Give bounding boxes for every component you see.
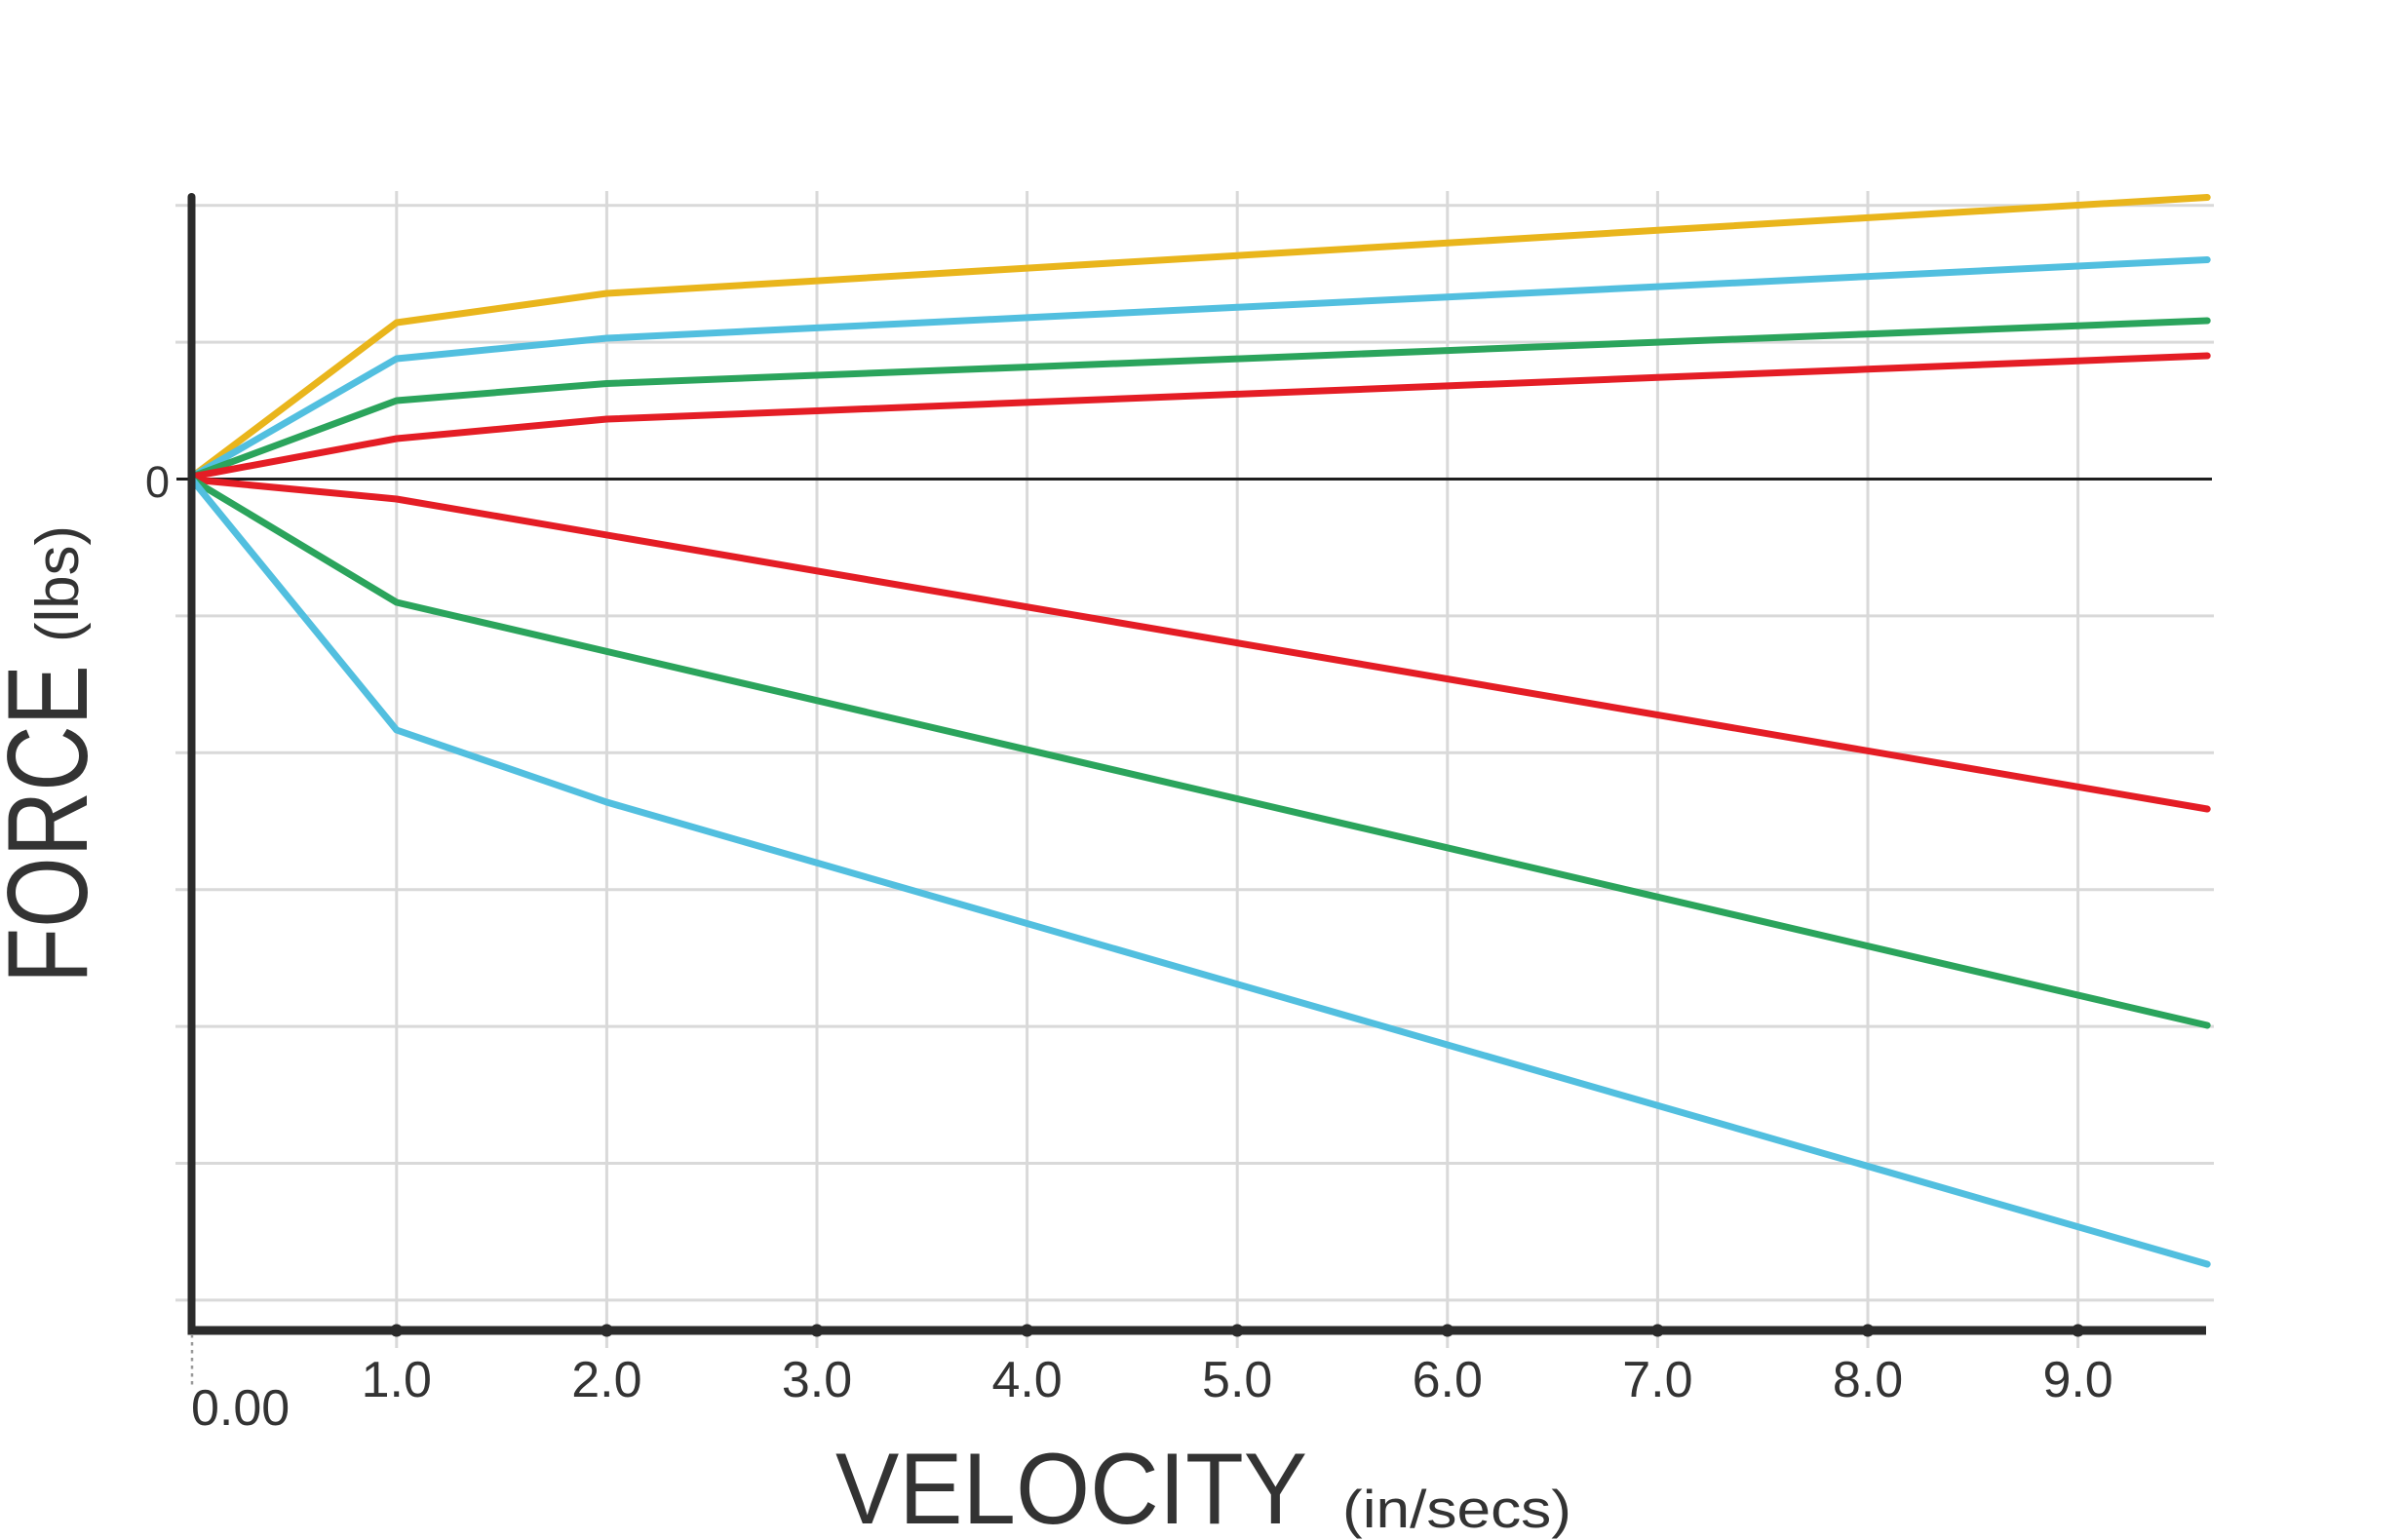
svg-text:3.0: 3.0	[782, 1352, 852, 1408]
svg-text:(lbs): (lbs)	[24, 525, 92, 642]
svg-text:FORCE: FORCE	[0, 665, 111, 983]
svg-text:0.00: 0.00	[191, 1380, 290, 1437]
svg-text:4.0: 4.0	[991, 1352, 1062, 1408]
svg-text:1.0: 1.0	[362, 1352, 432, 1408]
svg-text:VELOCITY: VELOCITY	[835, 1433, 1307, 1540]
svg-text:2.0: 2.0	[571, 1352, 641, 1408]
svg-text:(in/secs): (in/secs)	[1342, 1479, 1571, 1539]
svg-text:6.0: 6.0	[1413, 1352, 1483, 1408]
svg-text:5.0: 5.0	[1202, 1352, 1272, 1408]
svg-text:7.0: 7.0	[1622, 1352, 1692, 1408]
svg-text:8.0: 8.0	[1833, 1352, 1903, 1408]
svg-text:0: 0	[145, 457, 170, 507]
svg-text:9.0: 9.0	[2042, 1352, 2112, 1408]
